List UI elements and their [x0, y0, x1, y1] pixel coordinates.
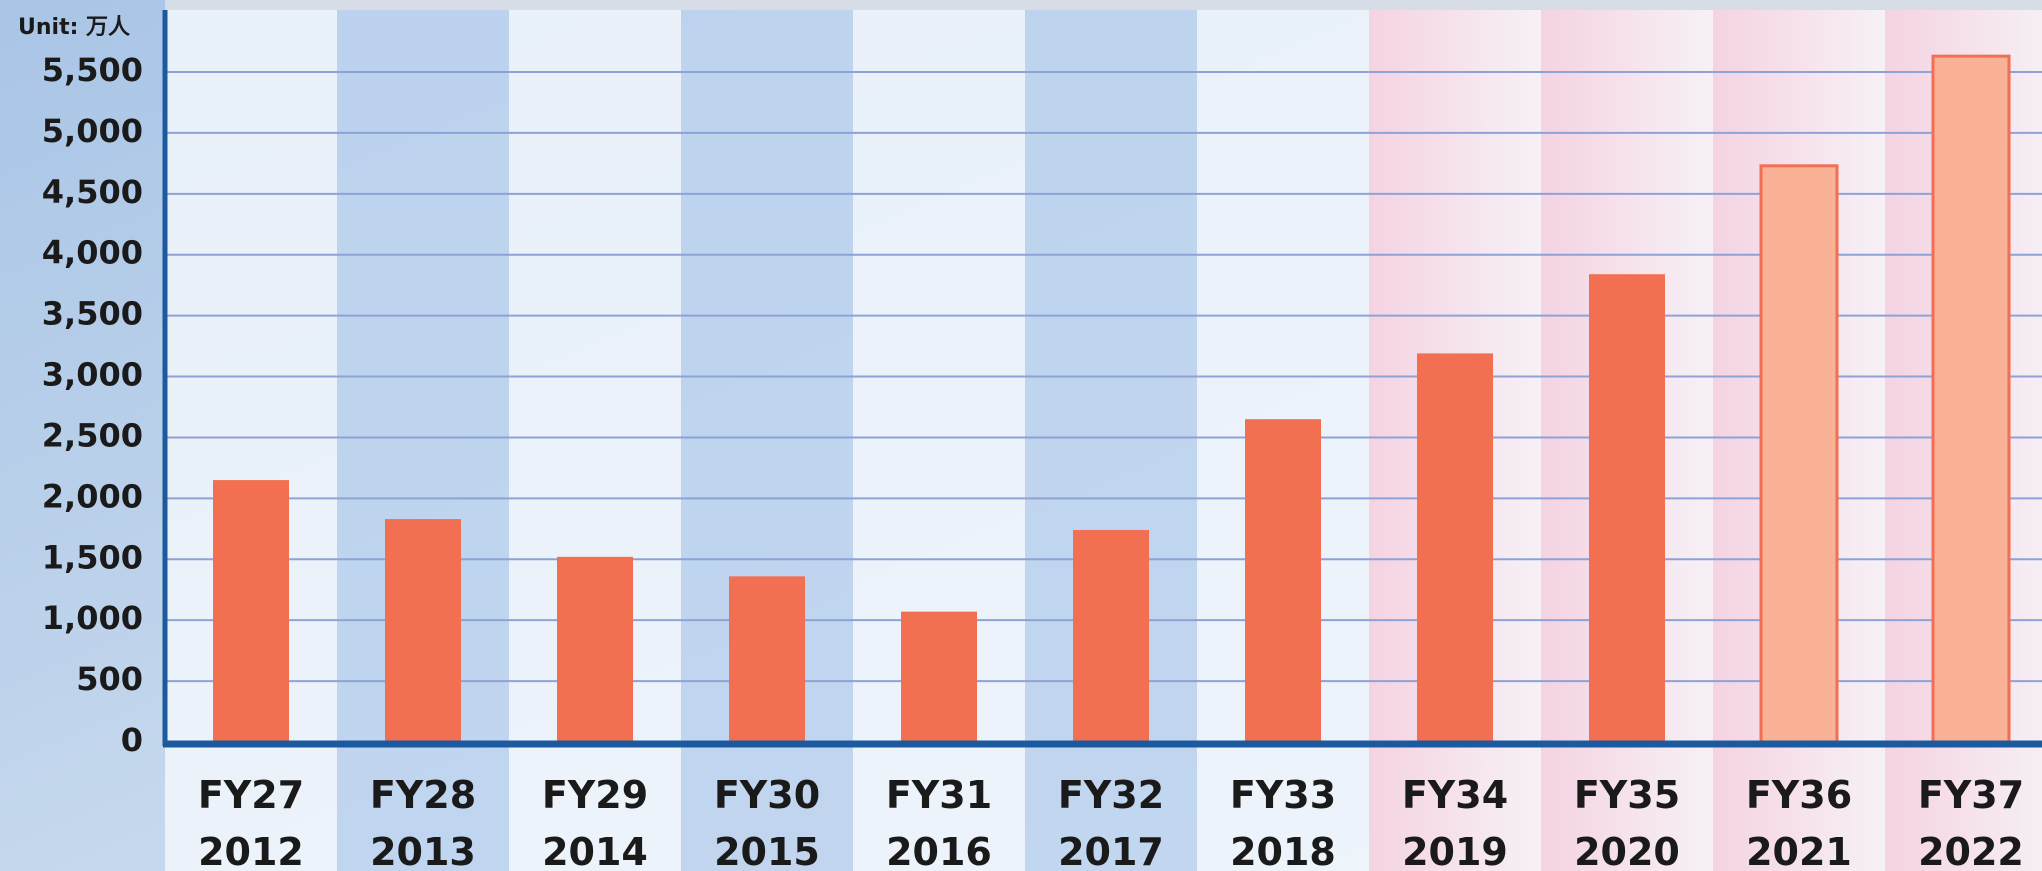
x-tick-label-line: 2017	[1058, 830, 1164, 871]
bar	[1417, 353, 1493, 742]
axis-label: Unit: 万人	[18, 15, 130, 40]
plot-top-strip	[165, 0, 2042, 10]
x-tick-label-line: FY36	[1746, 773, 1852, 817]
x-tick-label-line: FY35	[1574, 773, 1680, 817]
bar	[1589, 274, 1665, 742]
x-tick-label-line: 2015	[714, 830, 820, 871]
y-tick-label: 1,000	[42, 599, 143, 637]
x-tick-label-line: FY32	[1058, 773, 1164, 817]
x-tick-label-line: 2020	[1574, 830, 1680, 871]
bar	[385, 519, 461, 742]
x-tick-label-line: FY37	[1918, 773, 2024, 817]
y-tick-label: 2,500	[42, 416, 143, 454]
x-tick-label-line: FY28	[370, 773, 476, 817]
bar	[729, 576, 805, 742]
y-tick-label: 5,000	[42, 112, 143, 150]
bar	[1761, 166, 1837, 742]
y-tick-label: 1,500	[42, 538, 143, 576]
x-tick-label-line: 2014	[542, 830, 648, 871]
page: {"chart_data": {"type": "bar", "axis_lab…	[0, 0, 2042, 871]
x-tick-label-line: FY29	[542, 773, 648, 817]
x-tick-label-line: 2013	[370, 830, 476, 871]
y-tick-label: 500	[76, 660, 143, 698]
bar	[213, 480, 289, 742]
x-tick-label-line: 2019	[1402, 830, 1508, 871]
x-tick-label-line: 2021	[1746, 830, 1852, 871]
bar	[1245, 419, 1321, 742]
y-tick-label: 3,500	[42, 295, 143, 333]
bar	[901, 612, 977, 742]
y-tick-label: 5,500	[42, 51, 143, 89]
x-tick-label-line: 2016	[886, 830, 992, 871]
x-tick-label-line: 2018	[1230, 830, 1336, 871]
y-tick-label: 4,000	[42, 234, 143, 272]
x-tick-label-line: FY27	[198, 773, 304, 817]
bar	[1933, 56, 2009, 742]
y-tick-label: 4,500	[42, 173, 143, 211]
chart: Unit: 万人 0 500 1,000 1,500 2,000 2,500 3,000 3,…	[0, 0, 2042, 871]
y-tick-label: 0	[121, 721, 143, 759]
x-tick-label-line: FY34	[1402, 773, 1508, 817]
x-tick-label-line: FY30	[714, 773, 820, 817]
x-tick-label-line: FY33	[1230, 773, 1336, 817]
y-tick-label: 2,000	[42, 477, 143, 515]
y-tick-label: 3,000	[42, 356, 143, 394]
bar	[1073, 530, 1149, 742]
x-tick-label-line: 2012	[198, 830, 304, 871]
bar	[557, 557, 633, 742]
x-tick-label-line: FY31	[886, 773, 992, 817]
x-tick-label-line: 2022	[1918, 830, 2024, 871]
